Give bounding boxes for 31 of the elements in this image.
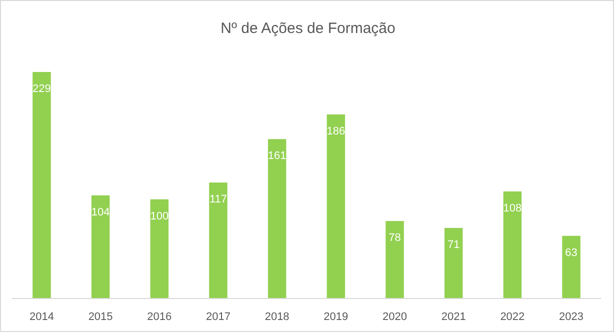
data-label: 117 [209,194,228,206]
x-tick-label: 2017 [206,311,230,323]
data-label: 78 [388,232,401,244]
x-tick-label: 2022 [500,311,525,323]
bar [91,195,110,298]
x-tick-label: 2018 [264,311,290,323]
bar [386,221,404,298]
data-label: 104 [91,206,110,218]
data-label: 108 [503,202,522,214]
bar [209,182,228,298]
x-tick-label: 2023 [559,311,584,323]
x-tick-label: 2019 [324,311,348,323]
data-label: 229 [32,83,51,95]
bar [268,139,286,298]
data-label: 63 [565,246,578,259]
data-label: 186 [326,125,346,138]
x-tick-label: 2020 [382,311,408,323]
x-tick-label: 2016 [147,311,172,323]
bar [562,236,580,298]
data-label: 71 [447,238,460,251]
bar [150,199,169,298]
data-label: 161 [268,150,286,162]
bar [444,228,463,298]
bar [326,114,346,298]
bar [32,72,51,298]
bar [503,191,522,298]
chart-title: Nº de Ações de Formação [220,20,396,37]
x-tick-label: 2015 [88,311,113,323]
x-tick-label: 2021 [441,311,466,323]
x-tick-label: 2014 [29,311,54,323]
data-label: 100 [150,210,169,222]
